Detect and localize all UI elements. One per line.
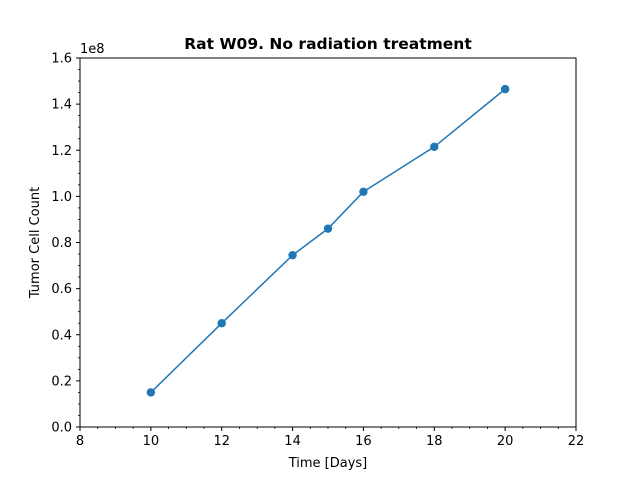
y-axis-label: Tumor Cell Count xyxy=(28,187,43,299)
y-tick-label: 0.2 xyxy=(51,374,72,389)
y-tick-label: 0.8 xyxy=(51,236,72,251)
data-point xyxy=(359,187,368,196)
y-axis-ticks: 0.0 0.2 0.4 0.6 0.8 1.0 1.2 1.4 1.6 xyxy=(51,52,80,436)
x-axis-label: Time [Days] xyxy=(288,456,368,471)
y-axis-offset-label: 1e8 xyxy=(80,42,105,57)
y-tick-label: 1.2 xyxy=(51,144,72,159)
x-tick-label: 16 xyxy=(355,434,372,449)
x-tick-label: 22 xyxy=(568,434,585,449)
x-tick-label: 14 xyxy=(284,434,301,449)
x-tick-label: 20 xyxy=(497,434,514,449)
data-point xyxy=(146,388,156,397)
x-tick-label: 18 xyxy=(426,434,443,449)
data-point xyxy=(288,250,297,260)
chart-title: Rat W09. No radiation treatment xyxy=(184,35,472,53)
data-point xyxy=(323,224,333,233)
x-tick-label: 8 xyxy=(76,434,84,449)
data-point xyxy=(217,319,226,328)
data-point xyxy=(500,84,510,94)
x-tick-label: 12 xyxy=(213,434,230,449)
y-tick-label: 1.6 xyxy=(51,52,72,67)
x-tick-label: 10 xyxy=(143,434,160,449)
plot-area xyxy=(80,58,576,427)
data-point xyxy=(430,142,439,151)
y-tick-label: 0.0 xyxy=(51,421,72,436)
plot-frame xyxy=(79,57,577,428)
y-tick-label: 0.6 xyxy=(51,282,72,297)
x-axis-ticks: 8 10 12 14 16 18 20 22 xyxy=(76,427,584,449)
series-layer xyxy=(146,84,510,397)
y-tick-label: 1.0 xyxy=(51,190,72,205)
y-tick-label: 0.4 xyxy=(51,328,72,343)
y-tick-label: 1.4 xyxy=(51,98,72,113)
